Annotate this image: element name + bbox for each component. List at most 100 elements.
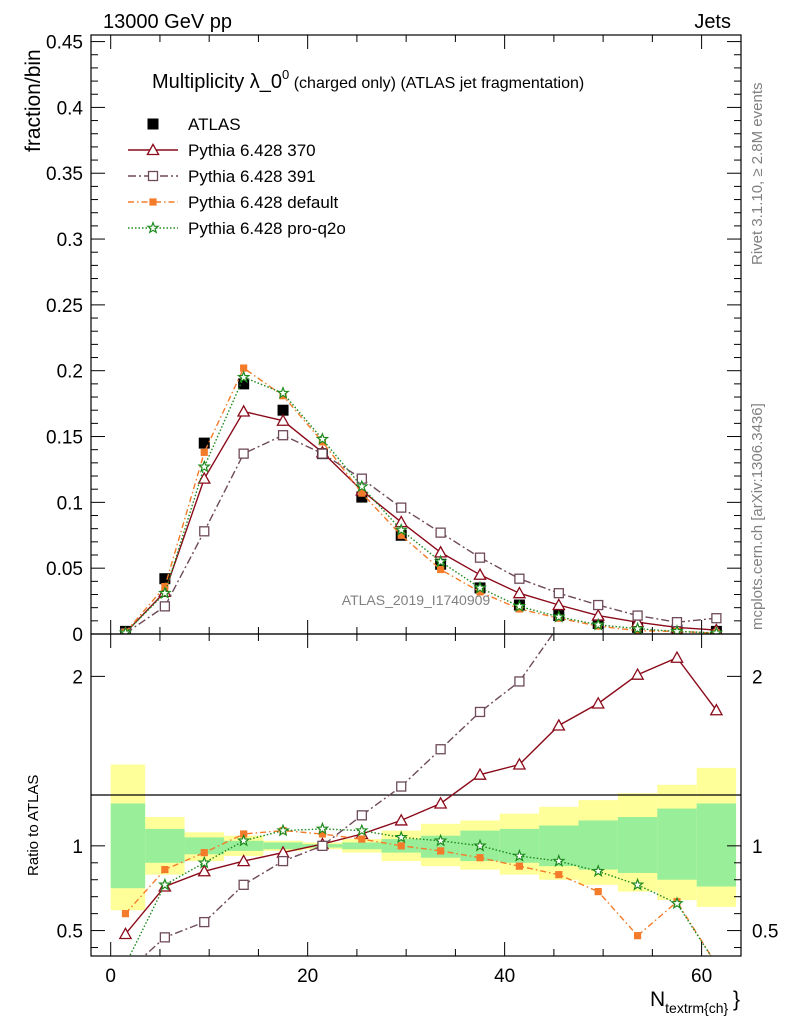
- legend-label-pythia-6-428-370: Pythia 6.428 370: [188, 141, 316, 160]
- ratio-point-pythia-6-428-391: [121, 968, 130, 977]
- ratio-point-pythia-6-428-391: [396, 781, 407, 792]
- ratio-point-pythia-6-428-391: [356, 810, 367, 821]
- point-pythia-6-428-pro-q2o: [433, 554, 448, 568]
- point-pythia-6-428-pro-q2o: [630, 621, 645, 634]
- point-pythia-6-428-pro-q2o: [512, 599, 527, 613]
- ratio-point-pythia-6-428-370: [630, 667, 645, 680]
- chart-title-main: Multiplicity λ_0: [152, 71, 282, 93]
- point-pythia-6-428-391: [711, 613, 722, 624]
- point-pythia-6-428-pro-q2o: [236, 370, 251, 384]
- legend-label-pythia-6-428-pro-q2o: Pythia 6.428 pro-q2o: [188, 219, 346, 238]
- ratio-point-pythia-6-428-391: [712, 418, 721, 427]
- legend-marker-pythia-6-428-pro-q2o: [146, 220, 160, 234]
- ratio-point-pythia-6-428-391: [474, 706, 486, 718]
- band-green-bin: [184, 837, 224, 855]
- point-atlas: [159, 573, 171, 585]
- header-right: Jets: [694, 11, 731, 33]
- point-pythia-6-428-391: [514, 573, 525, 584]
- ratio-point-pythia-6-428-391: [159, 932, 171, 943]
- legend-label-pythia-6-428-default: Pythia 6.428 default: [188, 193, 339, 212]
- y-tick-label: 0.25: [46, 296, 83, 317]
- series-line-pythia-6-428-370: [124, 410, 717, 634]
- ratio-point-pythia-6-428-391: [514, 676, 525, 687]
- point-pythia-6-428-pro-q2o: [315, 432, 330, 445]
- ratio-line-pythia-6-428-pro-q2o: [128, 828, 712, 956]
- ratio-point-pythia-6-428-pro-q2o: [315, 821, 330, 835]
- ratio-point-pythia-6-428-391: [672, 502, 681, 511]
- ratio-point-pythia-6-428-default: [358, 835, 366, 843]
- point-pythia-6-428-370: [197, 471, 211, 484]
- y-tick-label: 0.4: [57, 98, 84, 119]
- ratio-point-pythia-6-428-391: [633, 519, 642, 528]
- point-pythia-6-428-391: [159, 601, 171, 612]
- x-axis-label-sub: textrm{ch}: [665, 1000, 728, 1016]
- chart-title-suffix: (charged only) (ATLAS jet fragmentation): [289, 75, 584, 92]
- point-atlas: [356, 491, 368, 503]
- ratio-series-layer: [118, 418, 724, 977]
- ratio-point-pythia-6-428-pro-q2o: [394, 830, 409, 844]
- ratio-y-tick-label: 2: [72, 667, 83, 688]
- point-pythia-6-428-391: [277, 430, 289, 441]
- point-pythia-6-428-pro-q2o: [394, 522, 409, 536]
- axis-ticks: 0 20 40 6000.050.10.150.20.250.30.350.40.45…: [46, 33, 778, 987]
- point-pythia-6-428-default: [200, 448, 208, 456]
- ratio-point-pythia-6-428-391: [594, 570, 603, 579]
- ratio-y-tick-label-right: 0.5: [752, 922, 778, 943]
- point-pythia-6-428-default: [397, 531, 405, 539]
- ratio-y-tick-label: 1: [72, 837, 83, 858]
- ratio-point-pythia-6-428-370: [670, 650, 684, 663]
- band-green-bin: [617, 817, 658, 873]
- ratio-point-pythia-6-428-pro-q2o: [276, 823, 290, 837]
- legend-label-pythia-6-428-391: Pythia 6.428 391: [188, 167, 316, 186]
- point-pythia-6-428-370: [512, 586, 527, 599]
- ratio-point-pythia-6-428-370: [236, 854, 251, 867]
- y-tick-label: 0.1: [57, 493, 83, 514]
- y-tick-label: 0.45: [46, 33, 83, 54]
- y-tick-label: 0.05: [46, 559, 83, 580]
- point-pythia-6-428-391: [396, 502, 407, 513]
- legend: ATLAS Pythia 6.428 370 Pythia 6.428 391 Pyt…: [128, 115, 346, 238]
- x-tick-label: 40: [494, 966, 515, 987]
- ratio-point-pythia-6-428-391: [238, 879, 249, 890]
- ratio-point-pythia-6-428-default: [515, 862, 524, 870]
- ratio-y-axis-label: Ratio to ATLAS: [25, 775, 42, 876]
- ratio-point-pythia-6-428-370: [709, 703, 724, 716]
- point-pythia-6-428-pro-q2o: [552, 609, 566, 623]
- x-axis-label-brace: }: [733, 988, 740, 1011]
- analysis-watermark: ATLAS_2019_I1740909: [342, 592, 491, 608]
- x-tick-label: 0: [105, 966, 116, 987]
- ratio-point-pythia-6-428-391: [199, 916, 210, 928]
- ratio-point-pythia-6-428-370: [591, 696, 605, 709]
- main-series-layer: [118, 364, 724, 634]
- ratio-plot-frame: [90, 633, 742, 957]
- ratio-line-pythia-6-428-370: [124, 656, 717, 935]
- point-pythia-6-428-pro-q2o: [276, 385, 290, 399]
- ratio-point-pythia-6-428-default: [200, 849, 208, 857]
- legend-label-atlas: ATLAS: [188, 115, 241, 134]
- ratio-point-pythia-6-428-default: [437, 847, 445, 855]
- ratio-point-pythia-6-428-default: [397, 842, 405, 850]
- header-left: 13000 GeV pp: [103, 11, 232, 33]
- ratio-uncertainty-bands: [110, 764, 737, 911]
- point-atlas: [238, 378, 250, 390]
- ratio-point-pythia-6-428-pro-q2o: [355, 823, 369, 837]
- ratio-point-pythia-6-428-391: [317, 840, 328, 851]
- point-pythia-6-428-pro-q2o: [591, 617, 605, 631]
- ratio-point-pythia-6-428-default: [476, 854, 484, 862]
- point-pythia-6-428-391: [474, 552, 486, 563]
- y-tick-label: 0.3: [57, 230, 83, 251]
- ratio-point-pythia-6-428-pro-q2o: [197, 855, 212, 869]
- x-tick-label: 60: [691, 966, 712, 987]
- ratio-point-pythia-6-428-default: [594, 888, 602, 896]
- y-tick-label: 0.35: [46, 164, 83, 185]
- chart-title-superscript: 0: [282, 67, 289, 82]
- ratio-y-tick-label-right: 1: [752, 837, 763, 858]
- point-pythia-6-428-391: [317, 448, 328, 459]
- point-pythia-6-428-default: [240, 364, 248, 372]
- point-atlas: [277, 404, 289, 416]
- legend-marker-pythia-6-428-default: [149, 198, 157, 206]
- point-pythia-6-428-370: [276, 413, 290, 426]
- band-green-bin: [110, 803, 146, 889]
- ratio-point-pythia-6-428-370: [512, 757, 527, 770]
